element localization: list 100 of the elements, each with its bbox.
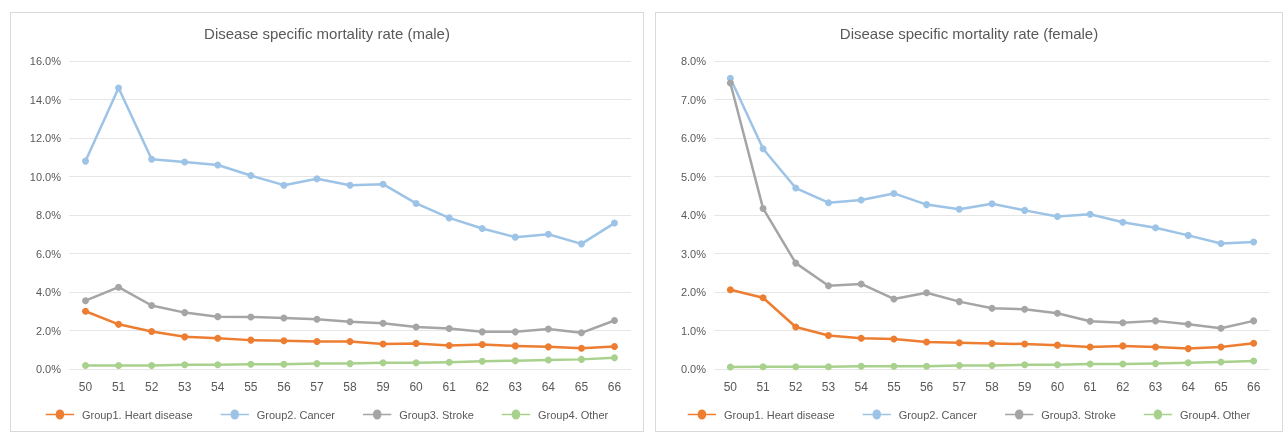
y-tick-label: 6.0%	[680, 132, 707, 144]
point	[1152, 343, 1160, 351]
x-tick-label: 53	[821, 380, 836, 394]
point	[478, 341, 486, 349]
point	[857, 280, 865, 288]
x-tick-label: 50	[78, 380, 93, 394]
point	[1250, 357, 1258, 365]
point	[412, 199, 420, 207]
point	[511, 357, 519, 365]
point	[247, 313, 255, 321]
point	[1119, 218, 1127, 226]
point	[824, 363, 832, 371]
legend-label: Group4. Other	[1179, 408, 1251, 421]
point	[610, 219, 618, 227]
x-tick-label: 51	[111, 380, 126, 394]
point	[1086, 317, 1094, 325]
y-tick-label: 8.0%	[35, 209, 62, 221]
point	[247, 360, 255, 368]
x-tick-label: 54	[211, 380, 225, 394]
x-tick-label: 64	[1181, 380, 1196, 394]
y-tick-label: 10.0%	[29, 170, 62, 183]
legend-label: Group4. Other	[537, 408, 609, 421]
x-tick-label: 54	[854, 380, 869, 394]
point	[313, 360, 321, 368]
point	[792, 259, 800, 267]
point	[478, 357, 486, 365]
point	[280, 360, 288, 368]
point	[955, 205, 963, 213]
point	[1184, 359, 1192, 367]
y-tick-label: 12.0%	[29, 132, 62, 144]
point	[1119, 360, 1127, 368]
point	[1021, 361, 1029, 369]
point	[824, 332, 832, 339]
x-tick-label: 60	[1050, 380, 1065, 394]
point	[923, 289, 931, 297]
legend-label: Group2. Cancer	[256, 408, 336, 421]
point	[955, 362, 963, 370]
x-tick-label: 55	[244, 380, 258, 394]
point	[577, 329, 585, 337]
point	[478, 328, 486, 336]
y-tick-label: 14.0%	[29, 93, 62, 106]
point	[824, 199, 832, 207]
point	[214, 361, 222, 369]
point	[577, 355, 585, 363]
point	[412, 339, 420, 347]
point	[1152, 224, 1160, 232]
point	[544, 356, 552, 364]
point	[544, 325, 552, 333]
point	[214, 334, 222, 342]
point	[577, 240, 585, 248]
point	[1184, 231, 1192, 239]
point	[988, 362, 996, 370]
x-tick-label: 60	[409, 380, 424, 394]
point	[148, 301, 156, 309]
point	[181, 309, 189, 317]
point	[82, 297, 90, 305]
y-tick-label: 5.0%	[680, 170, 707, 183]
legend-label: Group2. Cancer	[898, 408, 978, 421]
point	[511, 342, 519, 350]
point	[148, 155, 156, 163]
point	[610, 316, 618, 324]
point	[1217, 324, 1225, 332]
point	[955, 298, 963, 306]
point	[1053, 361, 1061, 369]
point	[478, 224, 486, 232]
point	[511, 233, 519, 241]
point	[1053, 341, 1061, 349]
point	[445, 342, 453, 350]
point	[792, 323, 800, 331]
x-tick-label: 57	[952, 380, 967, 394]
point	[890, 189, 898, 197]
point	[890, 362, 898, 370]
y-tick-label: 0.0%	[35, 363, 62, 375]
point	[247, 336, 255, 344]
point	[857, 362, 865, 370]
point	[759, 204, 767, 212]
point	[1250, 238, 1258, 246]
point	[1152, 317, 1160, 325]
chart-title: Disease specific mortality rate (female)	[839, 25, 1099, 42]
x-tick-label: 58	[343, 380, 357, 394]
point	[115, 84, 123, 92]
point	[890, 295, 898, 303]
point	[759, 145, 767, 153]
point	[148, 362, 156, 370]
y-tick-label: 4.0%	[680, 209, 707, 221]
point	[544, 343, 552, 351]
point	[759, 363, 767, 371]
chart-title: Disease specific mortality rate (male)	[204, 25, 450, 42]
y-tick-label: 8.0%	[680, 55, 707, 67]
point	[82, 157, 90, 165]
point	[857, 196, 865, 204]
point	[445, 325, 453, 333]
point	[148, 327, 156, 335]
point	[511, 328, 519, 336]
point	[955, 339, 963, 347]
x-tick-label: 61	[442, 380, 457, 394]
x-tick-label: 52	[789, 380, 803, 394]
point	[988, 340, 996, 348]
point	[923, 338, 931, 346]
x-tick-label: 62	[1116, 380, 1130, 394]
